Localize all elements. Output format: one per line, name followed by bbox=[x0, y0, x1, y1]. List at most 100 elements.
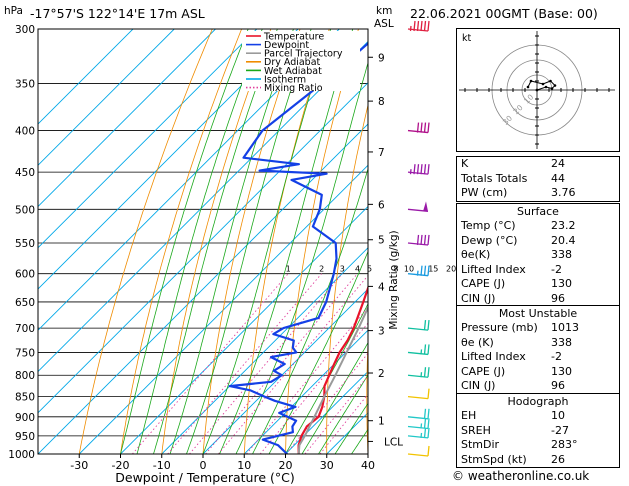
legend-entry: Wet Adiabat bbox=[264, 66, 322, 77]
table-row: StmSpd (kt) 26 bbox=[457, 453, 619, 468]
table-row: Dewp (°C) 20.4 bbox=[457, 234, 619, 249]
indices-table: K 24 Totals Totals 44 PW (cm) 3.76 bbox=[456, 156, 620, 202]
barb-feather bbox=[423, 344, 427, 355]
row-label: PW (cm) bbox=[461, 186, 508, 200]
x-tick-label: -20 bbox=[112, 459, 130, 472]
isotherm-line bbox=[78, 164, 368, 454]
row-value: 130 bbox=[551, 364, 572, 378]
row-value: -27 bbox=[551, 423, 569, 437]
x-tick-label: 40 bbox=[361, 459, 375, 472]
pressure-tick-label: 650 bbox=[15, 297, 35, 309]
barb-feather bbox=[427, 388, 430, 399]
isotherm-line bbox=[38, 29, 134, 125]
table-row: θe(K) 338 bbox=[457, 248, 619, 263]
pressure-tick-label: 950 bbox=[15, 431, 35, 443]
series-line-parcel-trajectory bbox=[297, 305, 368, 454]
km-tick-label: 8 bbox=[378, 96, 385, 108]
barb-feather bbox=[416, 122, 420, 133]
row-label: K bbox=[461, 157, 469, 170]
wet-adiabat bbox=[318, 374, 368, 454]
barb-pennant bbox=[423, 201, 428, 212]
isotherm-line bbox=[38, 29, 216, 208]
wind-barb bbox=[407, 408, 430, 420]
barb-half-feather bbox=[420, 423, 423, 429]
barb-feather bbox=[427, 427, 430, 438]
barb-half-feather bbox=[420, 372, 423, 378]
row-label: Lifted Index bbox=[461, 350, 526, 364]
table-row: CIN (J) 96 bbox=[457, 379, 619, 394]
barb-feather bbox=[416, 20, 420, 32]
mixing-ratio-line bbox=[131, 273, 289, 454]
pressure-tick-label: 800 bbox=[15, 370, 35, 382]
row-value: 26 bbox=[551, 452, 565, 466]
barb-staff bbox=[407, 453, 429, 457]
surface-table: Surface Temp (°C) 23.2 Dewp (°C) 20.4 θe(K) 33… bbox=[456, 203, 620, 308]
pressure-tick-label: 350 bbox=[15, 78, 35, 90]
mixing-ratio-label: 15 bbox=[428, 265, 438, 274]
lcl-label: LCL bbox=[384, 436, 403, 448]
table-row: StmDir 283° bbox=[457, 438, 619, 453]
pressure-tick-label: 550 bbox=[15, 238, 35, 250]
pressure-tick-label: 500 bbox=[15, 204, 35, 216]
barb-half-feather bbox=[416, 270, 419, 276]
km-tick-label: 2 bbox=[378, 368, 385, 380]
isotherm-line bbox=[38, 29, 258, 249]
row-label: Totals Totals bbox=[461, 171, 528, 185]
table-title: Most Unstable bbox=[498, 307, 578, 320]
station-header: -17°57'S 122°14'E 17m ASL bbox=[30, 6, 205, 21]
pressure-tick-label: 300 bbox=[15, 24, 35, 36]
pressure-tick-label: 750 bbox=[15, 347, 35, 359]
hodo-point bbox=[544, 85, 548, 89]
km-label: km bbox=[376, 5, 392, 17]
row-label: StmSpd (kt) bbox=[461, 452, 527, 466]
x-tick-label: -10 bbox=[153, 459, 171, 472]
pressure-tick-label: 1000 bbox=[8, 449, 35, 461]
pressure-tick-label: 850 bbox=[15, 392, 35, 404]
row-value: 23.2 bbox=[551, 219, 576, 232]
row-label: StmDir bbox=[461, 438, 500, 452]
mixing-ratio-line bbox=[246, 306, 368, 454]
x-tick-label: 20 bbox=[279, 459, 293, 472]
row-value: 96 bbox=[551, 291, 565, 305]
barb-feather bbox=[427, 265, 430, 276]
hodo-point bbox=[529, 79, 533, 83]
mixing-ratio-line bbox=[218, 274, 368, 454]
wet-adiabat bbox=[202, 29, 332, 454]
asl-label: ASL bbox=[374, 18, 394, 30]
wet-adiabat bbox=[153, 29, 278, 454]
hodograph-table: Hodograph EH 10 SREH -27 StmDir 283° StmSpd (kt… bbox=[456, 393, 620, 469]
barb-feather bbox=[427, 164, 430, 175]
row-label: CIN (J) bbox=[461, 379, 496, 393]
barb-feather bbox=[420, 122, 423, 133]
km-tick-label: 7 bbox=[378, 147, 385, 159]
row-value: 24 bbox=[551, 157, 565, 170]
profile-lines bbox=[228, 41, 368, 454]
row-value: 96 bbox=[551, 379, 565, 393]
barb-feather bbox=[420, 164, 423, 175]
isotherm-line bbox=[285, 370, 368, 454]
x-tick-label: -30 bbox=[70, 459, 88, 472]
isotherm-line bbox=[202, 288, 368, 454]
row-label: Pressure (mb) bbox=[461, 321, 538, 334]
table-row: SREH -27 bbox=[457, 424, 619, 439]
barb-half-feather bbox=[420, 349, 423, 355]
wet-adiabat bbox=[268, 250, 368, 454]
table-title: Hodograph bbox=[507, 395, 569, 408]
row-value: 283° bbox=[551, 438, 578, 452]
wind-barbs bbox=[407, 20, 430, 457]
wind-barb bbox=[407, 367, 430, 378]
row-value: 3.76 bbox=[551, 186, 576, 200]
dry-adiabat bbox=[120, 29, 242, 454]
pressure-tick-label: 400 bbox=[15, 126, 35, 138]
row-label: Lifted Index bbox=[461, 262, 526, 276]
wind-barb bbox=[407, 418, 430, 430]
mixing-ratio-label: 3 bbox=[340, 265, 345, 274]
barb-feather bbox=[423, 265, 427, 276]
km-tick-label: 5 bbox=[378, 235, 385, 247]
km-tick-label: 1 bbox=[378, 416, 385, 428]
row-value: 338 bbox=[551, 248, 572, 262]
barb-feather bbox=[420, 20, 423, 32]
